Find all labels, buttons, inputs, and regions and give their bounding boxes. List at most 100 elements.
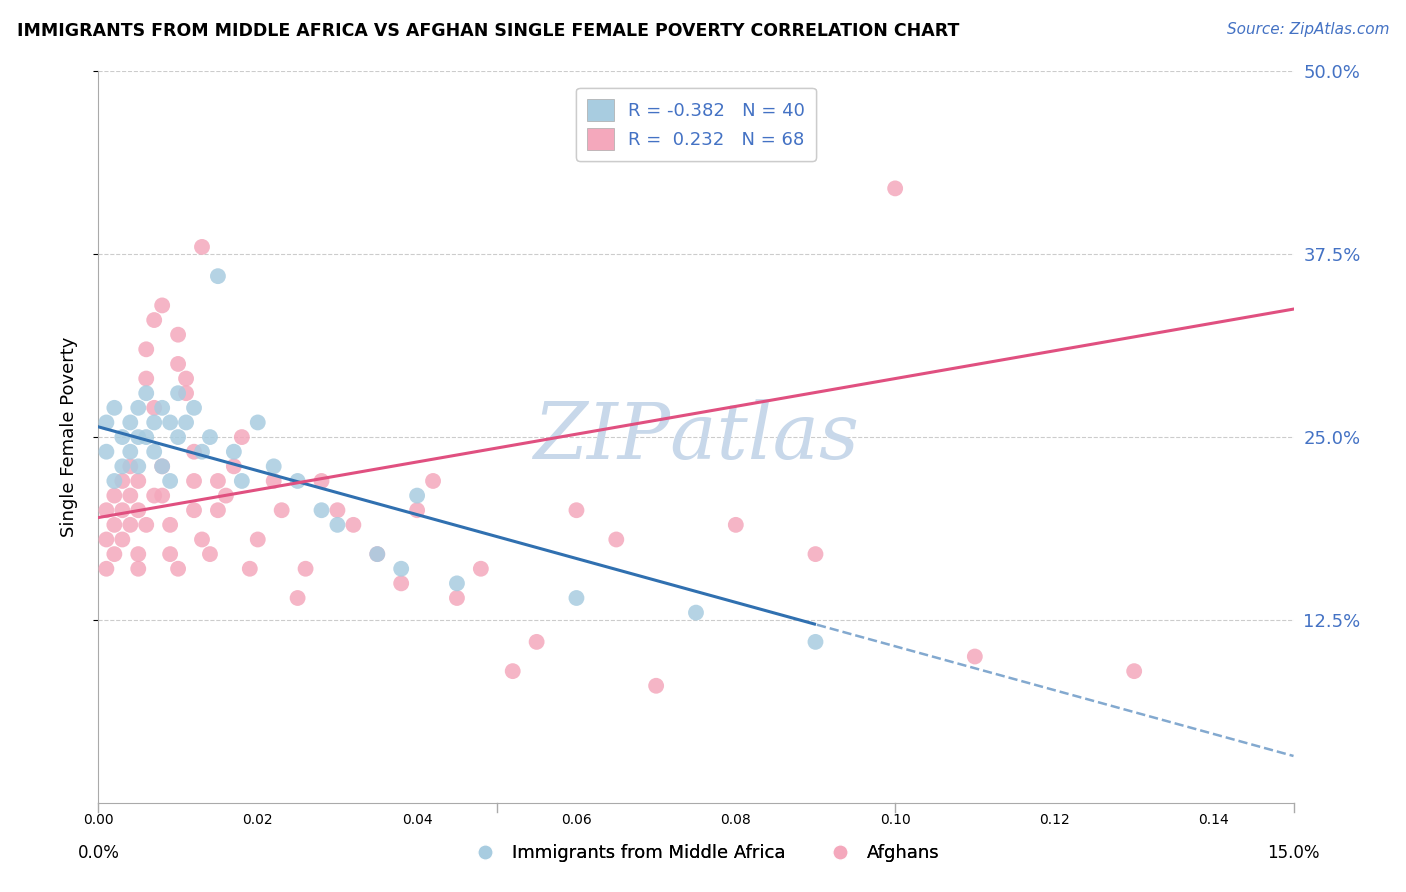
Point [135, 517, 157, 532]
Point [470, 562, 492, 576]
Point [96, 503, 118, 517]
Point [127, 430, 149, 444]
Point [526, 635, 548, 649]
Point [685, 606, 707, 620]
Point [174, 371, 197, 385]
Text: 15.0%: 15.0% [1267, 844, 1320, 862]
Point [111, 533, 134, 547]
Point [150, 489, 173, 503]
Point [96, 533, 118, 547]
Point [645, 679, 668, 693]
Point [159, 547, 181, 561]
Point [215, 489, 238, 503]
Point [150, 459, 173, 474]
Point [127, 401, 149, 415]
Point [502, 664, 524, 678]
Text: ZIP​atlas: ZIP​atlas [533, 399, 859, 475]
Legend: R = -0.382   N = 40, R =  0.232   N = 68: R = -0.382 N = 40, R = 0.232 N = 68 [576, 87, 815, 161]
Point [150, 459, 173, 474]
Point [150, 401, 173, 415]
Point [183, 401, 205, 415]
Point [191, 533, 214, 547]
Point [239, 562, 262, 576]
Point [183, 474, 205, 488]
Point [207, 269, 229, 284]
Point [270, 503, 292, 517]
Point [135, 386, 157, 401]
Point [167, 386, 190, 401]
Point [804, 547, 827, 561]
Point [174, 416, 197, 430]
Point [565, 503, 588, 517]
Point [120, 489, 142, 503]
Point [96, 416, 118, 430]
Text: 0.0%: 0.0% [77, 844, 120, 862]
Point [605, 533, 627, 547]
Point [422, 474, 444, 488]
Point [127, 562, 149, 576]
Point [198, 547, 221, 561]
Point [103, 474, 125, 488]
Text: IMMIGRANTS FROM MIDDLE AFRICA VS AFGHAN SINGLE FEMALE POVERTY CORRELATION CHART: IMMIGRANTS FROM MIDDLE AFRICA VS AFGHAN … [17, 22, 959, 40]
Point [565, 591, 588, 605]
Point [222, 444, 245, 458]
Point [135, 371, 157, 385]
Point [103, 517, 125, 532]
Point [231, 430, 253, 444]
Point [311, 474, 333, 488]
Point [159, 517, 181, 532]
Point [103, 547, 125, 561]
Point [406, 503, 429, 517]
Point [143, 444, 166, 458]
Point [96, 562, 118, 576]
Text: Source: ZipAtlas.com: Source: ZipAtlas.com [1226, 22, 1389, 37]
Point [150, 298, 173, 312]
Point [159, 474, 181, 488]
Point [127, 474, 149, 488]
Point [366, 547, 388, 561]
Point [287, 591, 309, 605]
Point [96, 444, 118, 458]
Point [103, 401, 125, 415]
Point [111, 459, 134, 474]
Point [120, 444, 142, 458]
Point [111, 474, 134, 488]
Point [103, 489, 125, 503]
Point [222, 459, 245, 474]
Point [263, 459, 285, 474]
Point [207, 474, 229, 488]
Point [446, 576, 468, 591]
Point [311, 503, 333, 517]
Point [342, 517, 364, 532]
Point [246, 533, 269, 547]
Point [167, 327, 190, 342]
Point [159, 416, 181, 430]
Point [143, 313, 166, 327]
Point [191, 240, 214, 254]
Point [111, 503, 134, 517]
Point [167, 357, 190, 371]
Point [231, 474, 253, 488]
Point [127, 459, 149, 474]
Point [127, 547, 149, 561]
Point [246, 416, 269, 430]
Point [294, 562, 316, 576]
Point [724, 517, 747, 532]
Point [135, 430, 157, 444]
Point [135, 343, 157, 357]
Point [167, 430, 190, 444]
Legend: Immigrants from Middle Africa, Afghans: Immigrants from Middle Africa, Afghans [460, 838, 946, 870]
Point [804, 635, 827, 649]
Point [120, 517, 142, 532]
Point [127, 503, 149, 517]
Point [326, 503, 349, 517]
Point [120, 459, 142, 474]
Point [446, 591, 468, 605]
Point [183, 503, 205, 517]
Point [174, 386, 197, 401]
Y-axis label: Single Female Poverty: Single Female Poverty [59, 337, 77, 537]
Point [884, 181, 907, 195]
Point [389, 576, 412, 591]
Point [1123, 664, 1146, 678]
Point [326, 517, 349, 532]
